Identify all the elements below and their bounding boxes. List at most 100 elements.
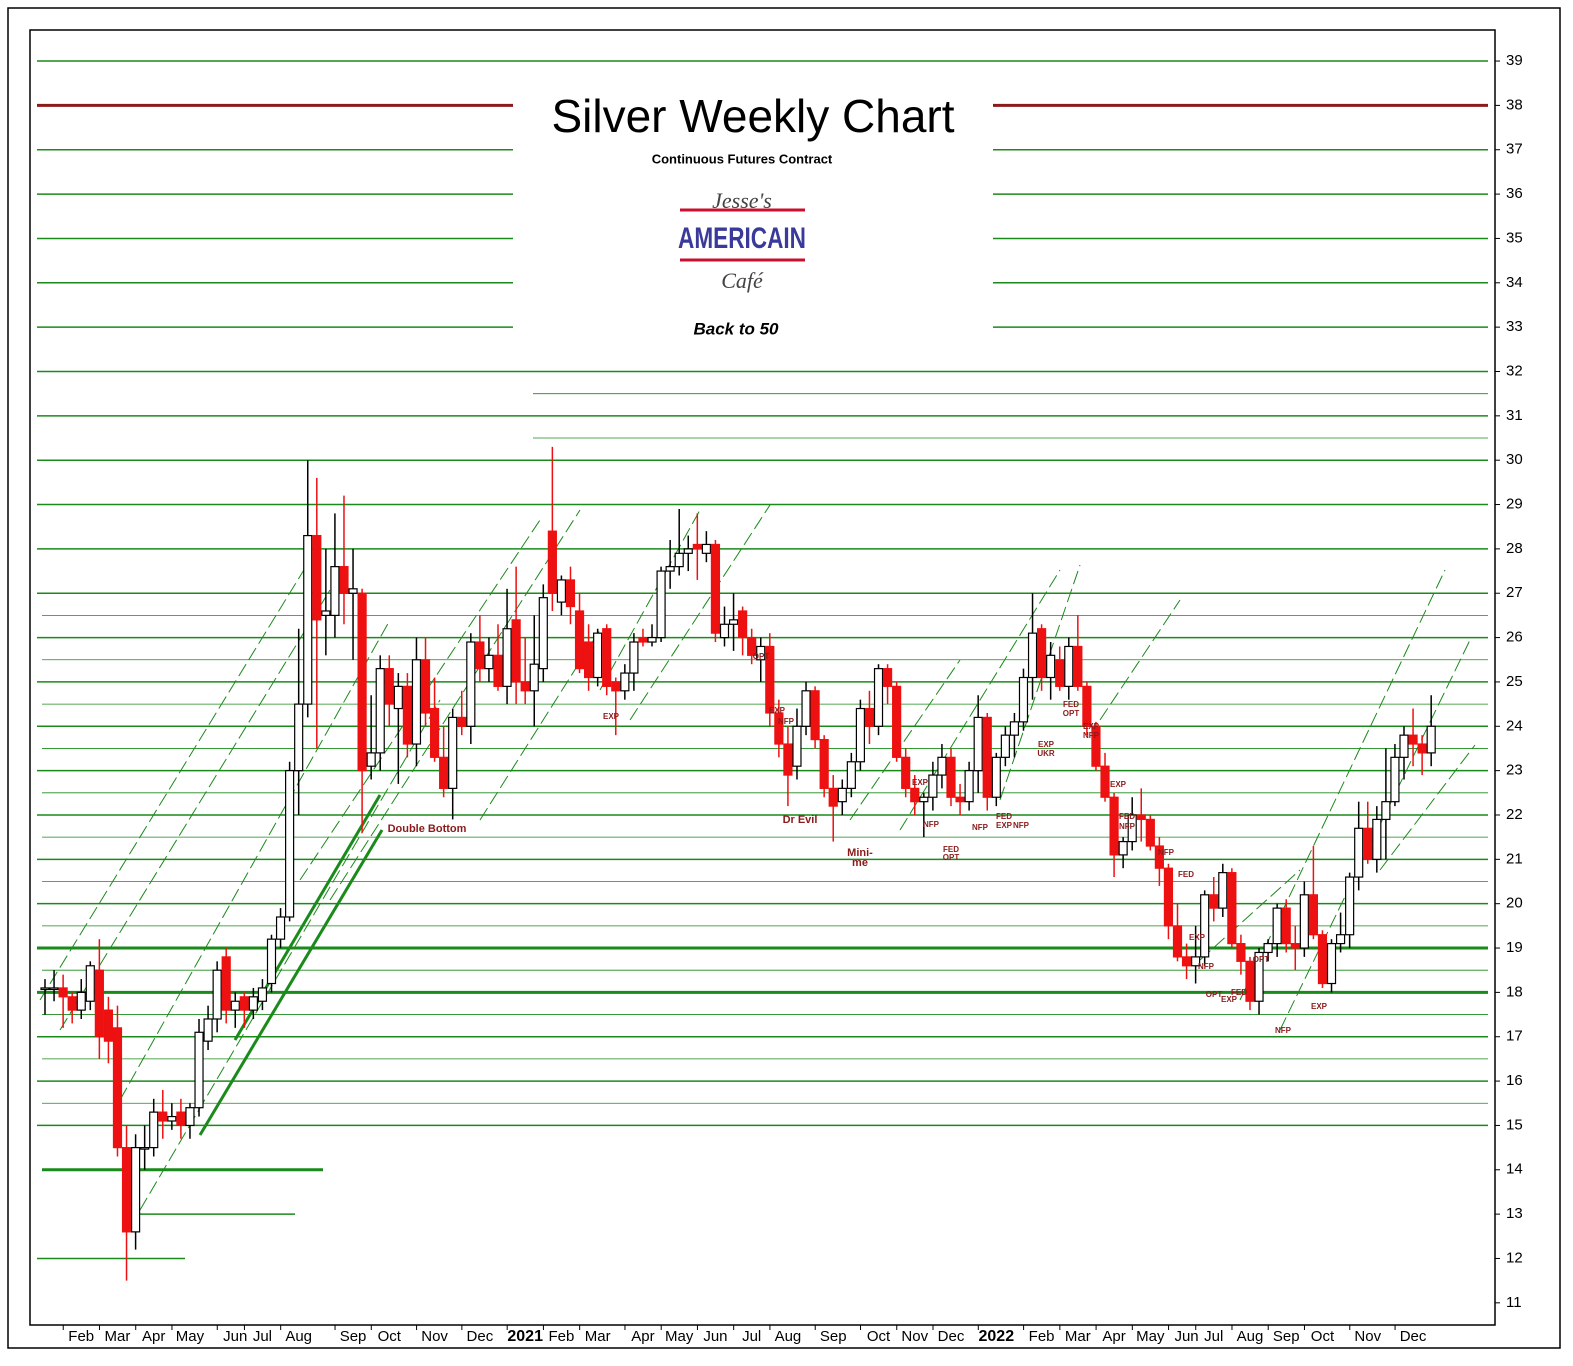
annotation: NFP (1198, 962, 1215, 971)
y-tick-label: 11 (1506, 1294, 1522, 1311)
candle-body (937, 756, 947, 776)
candle-body (94, 969, 104, 1038)
annotation: FED (1063, 700, 1079, 709)
y-tick-label: 17 (1506, 1028, 1523, 1045)
candle-body (1345, 876, 1355, 936)
x-tick-label: Sep (1273, 1328, 1300, 1345)
y-tick-label: 18 (1506, 983, 1523, 1000)
y-tick-label: 34 (1506, 274, 1523, 291)
x-tick-label: Sep (820, 1328, 847, 1345)
candle-body (674, 552, 684, 568)
candle-body (855, 707, 866, 763)
y-tick-label: 24 (1506, 717, 1523, 734)
y-tick-label: 37 (1506, 141, 1523, 158)
candle-body (294, 703, 304, 772)
candle-body (1417, 743, 1427, 754)
annotation: EXP (996, 821, 1013, 830)
candle-body (928, 774, 938, 798)
candle-body (756, 645, 766, 661)
candle-body (303, 534, 313, 705)
channel-line (1099, 599, 1181, 721)
y-tick-label: 30 (1506, 451, 1523, 468)
candle-body (85, 965, 95, 1002)
annotation: NFP (972, 823, 989, 832)
x-tick-label: Mar (1065, 1328, 1091, 1345)
candle-body (149, 1111, 159, 1149)
candle-body (1236, 942, 1246, 962)
annotation: UKR (1037, 749, 1055, 758)
x-tick-label: Feb (68, 1328, 94, 1345)
candle-body (384, 668, 394, 705)
y-tick-label: 14 (1506, 1161, 1523, 1178)
candle-body (257, 987, 268, 1002)
candle-body (1055, 659, 1065, 687)
candle-body (484, 654, 494, 670)
candle-body (692, 543, 702, 550)
candle-body (810, 690, 820, 741)
chart-title: Silver Weekly Chart (551, 90, 954, 142)
candle-body (1272, 907, 1282, 945)
candle-body (330, 566, 340, 617)
annotation: NFP (1119, 822, 1136, 831)
annotation: OPT (943, 853, 960, 862)
candle-body (964, 770, 974, 803)
annotation: NFP (1013, 821, 1030, 830)
candle-body (982, 716, 992, 798)
annotation: Mini- (847, 847, 873, 859)
candle-body (448, 716, 458, 789)
candle-body (1263, 942, 1273, 954)
candle-body (321, 610, 331, 617)
candle-body (1154, 845, 1164, 869)
candle-body (919, 796, 929, 803)
x-tick-label: Oct (1311, 1328, 1335, 1345)
candle-body (882, 668, 893, 687)
channel-line (899, 569, 1061, 831)
candle-body (49, 987, 59, 991)
candle-body (1245, 960, 1255, 1002)
x-tick-label: Nov (421, 1328, 448, 1345)
candle-body (266, 938, 277, 985)
candle-body (1100, 765, 1110, 798)
y-tick-label: 27 (1506, 584, 1523, 601)
x-tick-label: Apr (1102, 1328, 1125, 1345)
candle-body (1299, 894, 1309, 949)
candle-body (583, 641, 594, 679)
annotation: Double Bottom (388, 823, 467, 835)
annotation: OPT (1063, 709, 1080, 718)
candle-body (1335, 934, 1346, 945)
channel-line (329, 509, 581, 901)
channel-line (1379, 744, 1476, 871)
candle-body (955, 796, 965, 803)
candle-body (1363, 827, 1373, 860)
candle-body (375, 668, 385, 754)
candle-body (203, 1018, 213, 1042)
candle-body (511, 619, 521, 683)
x-tick-label: Sep (340, 1328, 367, 1345)
candle-body (1290, 942, 1300, 949)
candle-body (565, 579, 576, 608)
x-tick-label: Apr (631, 1328, 654, 1345)
logo-top: Jesse's (712, 188, 772, 213)
candle-body (194, 1031, 204, 1109)
channel-line (39, 559, 311, 1001)
x-tick-label: May (665, 1328, 694, 1345)
channel-line (629, 504, 771, 721)
x-tick-label: Jul (1204, 1328, 1223, 1345)
candle-body (58, 987, 68, 998)
annotation: Dr Evil (783, 814, 818, 826)
candle-body (493, 654, 503, 687)
y-tick-label: 16 (1506, 1072, 1523, 1089)
candle-body (140, 1147, 150, 1150)
x-tick-label: Nov (901, 1328, 928, 1345)
candle-body (719, 623, 730, 639)
candle-body (1408, 734, 1418, 745)
candle-body (1036, 628, 1047, 679)
candle-body (230, 1000, 240, 1011)
x-tick-label: Aug (775, 1328, 802, 1345)
logo: Jesse's AMERICAIN Café (678, 188, 806, 293)
y-tick-label: 25 (1506, 673, 1523, 690)
candle-body (1209, 894, 1219, 909)
candle-body (801, 690, 811, 727)
candle-body (121, 1147, 132, 1233)
